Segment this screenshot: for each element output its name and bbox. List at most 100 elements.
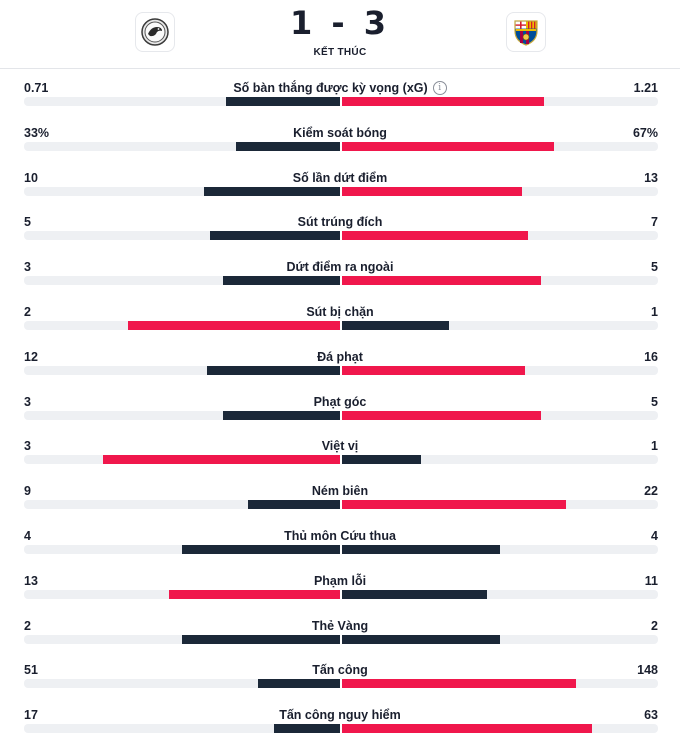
stat-label: Thủ môn Cứu thua — [0, 529, 680, 543]
away-stat-value: 11 — [644, 573, 658, 588]
away-stat-value: 1 — [651, 304, 658, 319]
home-stat-value: 10 — [24, 170, 38, 185]
away-bar-fill — [342, 97, 545, 106]
home-bar-fill — [210, 231, 340, 241]
stat-row: 10 Số lần dứt điểm 13 — [0, 159, 680, 204]
away-bar-track — [342, 276, 658, 286]
away-stat-value: 1 — [651, 439, 658, 454]
home-bar-track — [24, 276, 340, 286]
home-bar-fill — [223, 410, 340, 420]
away-stat-value: 5 — [651, 394, 658, 409]
away-bar-fill — [342, 320, 450, 330]
home-bar-fill — [207, 365, 340, 375]
away-stat-value: 16 — [644, 349, 658, 364]
header-divider — [0, 68, 680, 69]
away-bar-fill — [342, 544, 500, 554]
stat-label: Dứt điểm ra ngoài — [0, 260, 680, 274]
home-bar-track — [24, 500, 340, 510]
stat-label: Kiểm soát bóng — [0, 126, 680, 140]
stat-label: Tấn công nguy hiểm — [0, 708, 680, 722]
stat-label-text: Dứt điểm ra ngoài — [286, 260, 394, 275]
home-stat-value: 13 — [24, 573, 38, 588]
home-stat-value: 3 — [24, 394, 31, 409]
stat-label: Phạm lỗi — [0, 574, 680, 588]
away-team-logo[interactable] — [506, 12, 546, 52]
home-bar-fill — [128, 320, 340, 330]
home-bar-track — [24, 231, 340, 241]
away-stat-value: 2 — [651, 618, 658, 633]
away-bar-track — [342, 724, 658, 734]
home-bar-track — [24, 544, 340, 554]
home-bar-track — [24, 141, 340, 151]
stat-label: Đá phạt — [0, 350, 680, 364]
stat-label: Việt vị — [0, 439, 680, 453]
away-bar-track — [342, 97, 658, 106]
away-bar-fill — [342, 589, 488, 599]
home-bar-track — [24, 634, 340, 644]
home-bar-track — [24, 679, 340, 689]
home-bar-fill — [169, 589, 340, 599]
away-bar-track — [342, 589, 658, 599]
stat-row: 12 Đá phạt 16 — [0, 338, 680, 383]
away-bar-track — [342, 231, 658, 241]
away-bar-track — [342, 500, 658, 510]
away-stat-value: 63 — [644, 708, 658, 723]
stat-label-text: Số lần dứt điểm — [292, 170, 388, 185]
stat-label-text: Phạt góc — [313, 394, 367, 409]
home-stat-value: 2 — [24, 618, 31, 633]
away-stat-value: 67% — [632, 125, 658, 140]
away-bar-fill — [342, 455, 421, 465]
away-bar-fill — [342, 724, 592, 734]
stat-label: Phạt góc — [0, 395, 680, 409]
club-crest-icon — [141, 18, 169, 46]
stat-row: 3 Phạt góc 5 — [0, 383, 680, 428]
stat-label-text: Việt vị — [321, 439, 359, 454]
home-stat-value: 9 — [24, 484, 31, 499]
home-bar-track — [24, 455, 340, 465]
stat-label-text: Số bàn thắng được kỳ vọng (xG) — [233, 81, 428, 95]
home-bar-track — [24, 186, 340, 196]
home-team-logo[interactable] — [135, 12, 175, 52]
away-bar-fill — [342, 634, 500, 644]
match-status: KẾT THÚC — [313, 47, 367, 58]
away-bar-fill — [342, 186, 523, 196]
stat-row: 3 Dứt điểm ra ngoài 5 — [0, 248, 680, 293]
home-stat-value: 3 — [24, 260, 31, 275]
stat-label-text: Thủ môn Cứu thua — [284, 528, 396, 543]
away-bar-fill — [342, 500, 567, 510]
home-stat-value: 51 — [24, 663, 38, 678]
stat-label: Số bàn thắng được kỳ vọng (xG) i — [0, 81, 680, 95]
stat-label-text: Sút trúng đích — [297, 215, 383, 230]
stat-label: Sút trúng đích — [0, 215, 680, 229]
stat-row: 2 Sút bị chặn 1 — [0, 293, 680, 338]
home-stat-value: 17 — [24, 708, 38, 723]
stat-label-text: Tấn công — [312, 663, 368, 678]
stat-row: 3 Việt vị 1 — [0, 427, 680, 472]
stat-row: 33% Kiểm soát bóng 67% — [0, 114, 680, 159]
home-stat-value: 5 — [24, 215, 31, 230]
away-bar-track — [342, 141, 658, 151]
stat-row: 4 Thủ môn Cứu thua 4 — [0, 517, 680, 562]
home-stat-value: 0.71 — [24, 81, 49, 95]
away-stat-value: 4 — [651, 528, 658, 543]
stat-label: Số lần dứt điểm — [0, 171, 680, 185]
stat-label: Tấn công — [0, 663, 680, 677]
stat-row: 13 Phạm lỗi 11 — [0, 562, 680, 607]
stat-label: Sút bị chặn — [0, 305, 680, 319]
barcelona-crest-icon — [514, 20, 538, 46]
home-bar-fill — [182, 634, 340, 644]
stat-row: 5 Sút trúng đích 7 — [0, 203, 680, 248]
home-bar-track — [24, 410, 340, 420]
home-bar-track — [24, 365, 340, 375]
home-bar-track — [24, 97, 340, 106]
home-stat-value: 4 — [24, 528, 31, 543]
stat-label-text: Ném biên — [311, 484, 369, 499]
info-icon[interactable]: i — [432, 81, 447, 95]
home-bar-fill — [182, 544, 340, 554]
home-bar-fill — [257, 679, 340, 689]
away-bar-track — [342, 544, 658, 554]
match-score: 1 - 3 — [289, 4, 391, 42]
away-bar-fill — [342, 679, 576, 689]
away-stat-value: 5 — [651, 260, 658, 275]
away-bar-fill — [342, 365, 526, 375]
